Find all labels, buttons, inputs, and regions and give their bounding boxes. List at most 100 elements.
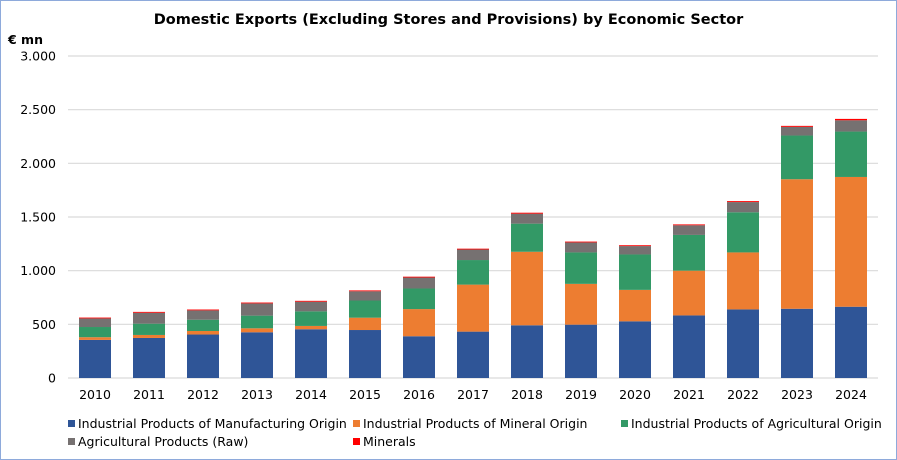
bar-segment-minerals-2021 [673,224,705,226]
legend-swatch [68,438,75,445]
bar-segment-agricultural-products-raw-2024 [835,120,867,132]
x-tick-label: 2023 [781,387,813,402]
bar-segment-agricultural-products-raw-2014 [295,301,327,312]
x-tick-label: 2024 [835,387,867,402]
legend-label: Agricultural Products (Raw) [78,434,249,449]
x-tick-label: 2019 [565,387,597,402]
bar-segment-industrial-products-of-agricultural-origin-2021 [673,234,705,271]
legend-swatch [621,420,628,427]
x-tick-label: 2020 [619,387,651,402]
bar-segment-industrial-products-of-manufacturing-origin-2015 [349,330,381,378]
y-tick-label: 2.000 [20,156,56,171]
bar-segment-minerals-2024 [835,118,867,121]
bar-segment-agricultural-products-raw-2016 [403,277,435,289]
bar-segment-minerals-2011 [133,311,165,313]
x-tick-label: 2012 [187,387,219,402]
bar-segment-industrial-products-of-mineral-origin-2014 [295,325,327,330]
bar-segment-industrial-products-of-agricultural-origin-2022 [727,212,759,253]
bar-segment-industrial-products-of-manufacturing-origin-2021 [673,315,705,378]
x-tick-label: 2016 [403,387,435,402]
bar-segment-agricultural-products-raw-2012 [187,310,219,320]
bar-segment-agricultural-products-raw-2011 [133,312,165,324]
bar-segment-industrial-products-of-agricultural-origin-2017 [457,260,489,285]
bar-segment-agricultural-products-raw-2020 [619,246,651,255]
y-tick-label: 500 [32,317,56,332]
bar-segment-agricultural-products-raw-2010 [79,318,111,328]
bar-segment-industrial-products-of-agricultural-origin-2019 [565,252,597,284]
x-tick-label: 2013 [241,387,273,402]
bar-segment-industrial-products-of-manufacturing-origin-2016 [403,336,435,378]
bar-segment-minerals-2012 [187,309,219,311]
bar-segment-industrial-products-of-mineral-origin-2020 [619,289,651,322]
legend-label: Industrial Products of Manufacturing Ori… [78,416,347,431]
bar-segment-minerals-2022 [727,201,759,203]
legend-item: Industrial Products of Mineral Origin [353,416,587,431]
bar-segment-agricultural-products-raw-2015 [349,291,381,301]
bar-segment-agricultural-products-raw-2023 [781,126,813,136]
bar-segment-industrial-products-of-manufacturing-origin-2017 [457,331,489,378]
bar-segment-industrial-products-of-mineral-origin-2017 [457,284,489,332]
bar-segment-industrial-products-of-manufacturing-origin-2024 [835,306,867,378]
bar-segment-industrial-products-of-mineral-origin-2024 [835,176,867,307]
y-tick-label: 1.500 [20,210,56,225]
bar-segment-industrial-products-of-agricultural-origin-2018 [511,223,543,252]
y-tick-label: 2.500 [20,102,56,117]
legend-label: Minerals [363,434,416,449]
x-tick-label: 2011 [133,387,165,402]
bar-segment-industrial-products-of-agricultural-origin-2013 [241,315,273,329]
x-tick-label: 2017 [457,387,489,402]
legend-label: Industrial Products of Agricultural Orig… [631,416,882,431]
legend-swatch [68,420,75,427]
legend-swatch [353,420,360,427]
bar-segment-industrial-products-of-agricultural-origin-2016 [403,288,435,310]
x-tick-label: 2015 [349,387,381,402]
legend-item: Minerals [353,434,416,449]
bar-segment-minerals-2013 [241,302,273,304]
bar-segment-industrial-products-of-manufacturing-origin-2019 [565,324,597,378]
legend-label: Industrial Products of Mineral Origin [363,416,588,431]
x-tick-label: 2010 [79,387,111,402]
bar-segment-industrial-products-of-manufacturing-origin-2011 [133,337,165,378]
legend-swatch [353,438,360,445]
bar-segment-industrial-products-of-mineral-origin-2013 [241,328,273,333]
bar-segment-industrial-products-of-manufacturing-origin-2010 [79,339,111,378]
bar-segment-industrial-products-of-manufacturing-origin-2018 [511,325,543,378]
bar-segment-industrial-products-of-agricultural-origin-2010 [79,327,111,338]
bar-segment-industrial-products-of-agricultural-origin-2012 [187,319,219,331]
bar-segment-industrial-products-of-agricultural-origin-2020 [619,254,651,290]
bar-segment-agricultural-products-raw-2019 [565,242,597,253]
bar-segment-minerals-2019 [565,241,597,243]
bar-segment-industrial-products-of-manufacturing-origin-2020 [619,321,651,378]
bar-segment-agricultural-products-raw-2013 [241,303,273,316]
bar-segment-minerals-2020 [619,245,651,247]
bar-segment-industrial-products-of-mineral-origin-2012 [187,330,219,335]
legend-item: Industrial Products of Agricultural Orig… [621,416,882,431]
bar-segment-industrial-products-of-agricultural-origin-2015 [349,300,381,318]
y-tick-label: 1.000 [20,263,56,278]
bar-segment-agricultural-products-raw-2022 [727,202,759,213]
legend-item: Industrial Products of Manufacturing Ori… [68,416,347,431]
bar-segment-minerals-2023 [781,125,813,127]
bar-segment-minerals-2014 [295,300,327,302]
bar-segment-industrial-products-of-agricultural-origin-2011 [133,323,165,335]
bar-segment-minerals-2017 [457,248,489,250]
bar-segment-industrial-products-of-mineral-origin-2019 [565,283,597,325]
bar-segment-industrial-products-of-manufacturing-origin-2012 [187,334,219,378]
y-tick-label: 3.000 [20,49,56,64]
bar-segment-minerals-2016 [403,276,435,278]
bar-segment-industrial-products-of-mineral-origin-2023 [781,179,813,309]
bar-segment-agricultural-products-raw-2021 [673,225,705,235]
bar-segment-industrial-products-of-mineral-origin-2015 [349,317,381,331]
bar-segment-industrial-products-of-mineral-origin-2022 [727,252,759,310]
chart-title: Domestic Exports (Excluding Stores and P… [153,12,744,28]
bar-segment-agricultural-products-raw-2018 [511,213,543,224]
bar-segment-industrial-products-of-agricultural-origin-2014 [295,311,327,326]
bar-segment-industrial-products-of-mineral-origin-2011 [133,334,165,338]
bar-segment-industrial-products-of-mineral-origin-2010 [79,337,111,340]
bar-segment-industrial-products-of-agricultural-origin-2023 [781,135,813,180]
bar-segment-agricultural-products-raw-2017 [457,249,489,261]
x-tick-label: 2018 [511,387,543,402]
bar-segment-minerals-2010 [79,317,111,319]
y-tick-label: 0 [48,371,56,386]
